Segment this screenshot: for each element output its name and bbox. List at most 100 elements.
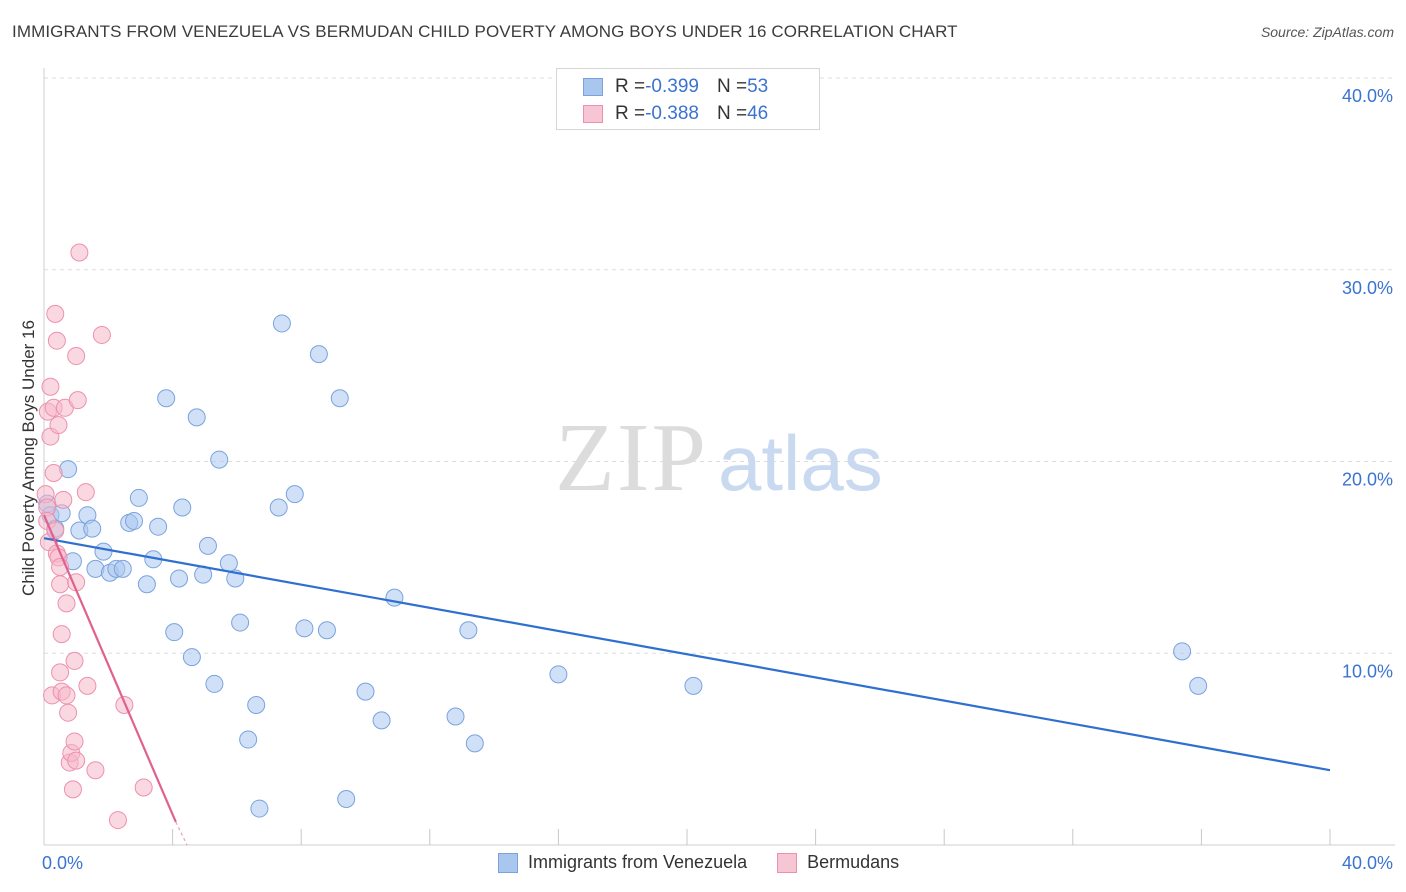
venezuela-point [83, 519, 102, 538]
bermudans-point [67, 347, 86, 366]
stats-legend: R = -0.399 N = 53 R = -0.388 N = 46 [556, 68, 820, 130]
bermudans-legend-swatch [777, 852, 798, 873]
bermudans-point [44, 464, 63, 483]
venezuela-point [231, 613, 250, 632]
venezuela-point [113, 559, 132, 578]
bermudans-point [86, 761, 105, 780]
trend-lines [42, 514, 1331, 846]
bermudans-point [57, 594, 76, 613]
stats-row-venezuela: R = -0.399 N = 53 [583, 75, 768, 99]
venezuela-point [317, 621, 336, 640]
n-value: 46 [747, 103, 769, 124]
watermark-atlas: atlas [718, 419, 883, 507]
y-tick-label: 30.0% [1342, 278, 1393, 298]
data-points [36, 243, 1208, 830]
n-label: N = [716, 103, 748, 124]
bermudans-point [49, 416, 68, 435]
venezuela-point [356, 682, 375, 701]
venezuela-point [1173, 642, 1192, 661]
r-label: R = [615, 76, 646, 97]
bermudans-point [52, 625, 71, 644]
venezuela-point [250, 799, 269, 818]
bermudans-point [63, 780, 82, 799]
venezuela-point [684, 676, 703, 695]
legend-item-venezuela[interactable]: Immigrants from Venezuela [498, 852, 747, 873]
bermudans-point [134, 778, 153, 797]
venezuela-point [269, 498, 288, 517]
venezuela-point [330, 389, 349, 408]
bermudans-point [67, 751, 86, 770]
bermudans-point [92, 325, 111, 344]
bermudans-point [68, 391, 87, 410]
venezuela-point [239, 730, 258, 749]
bermudans-swatch [583, 105, 603, 123]
chart-title: IMMIGRANTS FROM VENEZUELA VS BERMUDAN CH… [12, 22, 958, 41]
venezuela-point [295, 619, 314, 638]
venezuela-point [309, 345, 328, 364]
venezuela-point [173, 498, 192, 517]
venezuela-point [446, 707, 465, 726]
source-label: Source: ZipAtlas.com [1260, 24, 1394, 40]
venezuela-swatch [583, 78, 603, 96]
y-tick-label: 40.0% [1342, 86, 1393, 106]
bermudans-point [70, 243, 89, 262]
bermudans-point [54, 490, 73, 509]
bermudans-point [51, 575, 70, 594]
bermudans-point [78, 676, 97, 695]
bermudans-point [108, 811, 127, 830]
n-label: N = [716, 76, 748, 97]
venezuela-point [219, 554, 238, 573]
venezuela-point [459, 621, 478, 640]
axes [43, 68, 1395, 846]
y-tick-label: 20.0% [1342, 470, 1393, 490]
bermudans-trend-extension [175, 821, 188, 846]
legend-item-bermudans[interactable]: Bermudans [777, 852, 899, 873]
venezuela-point [210, 450, 229, 469]
venezuela-point [187, 408, 206, 427]
x-tick-label: 0.0% [42, 853, 83, 873]
legend-label: Bermudans [807, 852, 900, 872]
venezuela-point [182, 648, 201, 667]
venezuela-legend-swatch [498, 852, 518, 873]
bermudans-point [46, 521, 65, 540]
x-tick-label: 40.0% [1342, 853, 1393, 873]
bermudans-point [65, 651, 84, 670]
venezuela-point [170, 569, 189, 588]
bermudans-point [47, 331, 66, 350]
venezuela-point [205, 674, 224, 693]
venezuela-point [129, 488, 148, 507]
venezuela-point [137, 575, 156, 594]
venezuela-point [1189, 676, 1208, 695]
grid [44, 77, 1395, 654]
y-tick-label: 10.0% [1342, 661, 1393, 681]
bermudans-point [76, 483, 95, 502]
bermudans-point [46, 304, 65, 323]
y-axis-label: Child Poverty Among Boys Under 16 [19, 320, 38, 596]
bermudans-point [51, 663, 70, 682]
venezuela-point [157, 389, 176, 408]
bermudans-point [59, 703, 78, 722]
watermark-zip: ZIP [555, 404, 708, 512]
venezuela-point [149, 517, 168, 536]
bermudans-point [57, 686, 76, 705]
venezuela-point [198, 536, 217, 555]
r-value: -0.388 [645, 103, 699, 124]
r-value: -0.399 [645, 76, 699, 97]
legend-label: Immigrants from Venezuela [528, 852, 748, 872]
venezuela-point [465, 734, 484, 753]
venezuela-point [247, 696, 266, 715]
n-value: 53 [747, 76, 769, 97]
watermark: ZIP atlas [555, 404, 883, 512]
stats-row-bermudans: R = -0.388 N = 46 [583, 102, 768, 126]
venezuela-point [372, 711, 391, 730]
venezuela-point [549, 665, 568, 684]
r-label: R = [615, 103, 646, 124]
venezuela-point [125, 511, 144, 530]
bermudans-point [65, 732, 84, 751]
venezuela-point [337, 789, 356, 808]
bermudans-trend-line [42, 514, 177, 823]
venezuela-point [272, 314, 291, 333]
series-legend: Immigrants from Venezuela Bermudans [498, 852, 929, 873]
tick-labels: 10.0% 20.0% 30.0% 40.0% 0.0% 40.0% [42, 86, 1393, 873]
